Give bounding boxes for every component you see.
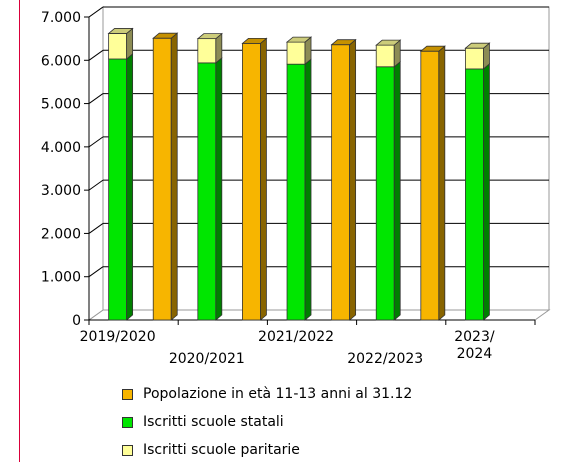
bar-paritarie-2-front xyxy=(286,41,306,65)
bar-paritarie-0-top xyxy=(107,28,134,34)
x-tick-label: 2022/2023 xyxy=(347,351,423,367)
y-tick-label: 4.000 xyxy=(41,140,81,156)
bar-paritarie-1-top xyxy=(196,33,223,40)
grid-line-diag xyxy=(88,266,104,278)
legend-swatch-popolazione xyxy=(122,388,133,400)
bar-popolazione-0-front xyxy=(152,37,172,321)
legend-label-statali: Iscritti scuole statali xyxy=(143,414,284,430)
y-tick-label: 3.000 xyxy=(41,183,81,199)
bar-statali-3-side xyxy=(393,60,401,321)
bar-paritarie-4-top xyxy=(464,42,491,49)
legend-item-statali: Iscritti scuole statali xyxy=(122,408,412,436)
bar-paritarie-3-top xyxy=(375,39,402,46)
legend-swatch-statali xyxy=(122,416,133,428)
legend-item-paritarie: Iscritti scuole paritarie xyxy=(122,436,412,464)
bar-paritarie-4-front xyxy=(465,47,484,70)
bar-popolazione-3-side xyxy=(438,45,446,321)
grid-line-diag xyxy=(88,93,104,104)
y-tick-label: 2.000 xyxy=(41,226,81,242)
legend-label-paritarie: Iscritti scuole paritarie xyxy=(143,442,300,458)
y-tick-label: 5.000 xyxy=(41,97,81,113)
bar-popolazione-1-front xyxy=(242,43,261,321)
grid-line-diag xyxy=(88,223,104,234)
legend-swatch-paritarie xyxy=(122,444,133,456)
x-tick-label: 2021/2022 xyxy=(258,329,334,345)
bar-statali-4-front xyxy=(465,68,484,321)
left-divider xyxy=(19,0,20,462)
y-tick-label: 1.000 xyxy=(41,270,81,286)
bar-statali-2-side xyxy=(304,58,312,321)
x-tick-label: 2020/2021 xyxy=(169,351,245,367)
bar-statali-3-front xyxy=(375,66,395,321)
legend-item-popolazione: Popolazione in età 11-13 anni al 31.12 xyxy=(122,380,412,408)
grid-line-diag xyxy=(88,179,104,191)
bar-statali-2-front xyxy=(286,63,306,321)
legend: Popolazione in età 11-13 anni al 31.12 I… xyxy=(122,380,412,464)
bar-popolazione-3-top xyxy=(419,45,446,52)
grid-line-diag xyxy=(88,136,104,148)
bar-statali-4-side xyxy=(483,63,490,321)
bar-paritarie-1-front xyxy=(197,38,217,64)
bar-popolazione-2-side xyxy=(349,38,357,321)
bar-popolazione-1-top xyxy=(241,38,268,44)
bar-popolazione-2-top xyxy=(330,39,357,46)
bar-popolazione-0-top xyxy=(152,32,179,39)
bar-paritarie-2-top xyxy=(285,36,313,43)
x-tick-label: 2019/2020 xyxy=(80,329,156,345)
x-tick-label: 2023/ xyxy=(454,329,495,345)
grid-line-diag xyxy=(88,49,104,61)
plot-left-wall xyxy=(88,6,104,321)
bar-statali-0-side xyxy=(126,53,134,321)
bar-paritarie-0-front xyxy=(108,33,128,60)
bar-popolazione-1-side xyxy=(260,37,267,321)
bar-popolazione-3-front xyxy=(420,50,440,321)
y-tick-label: 6.000 xyxy=(41,53,81,69)
bar-statali-0-front xyxy=(108,58,128,321)
bar-popolazione-2-front xyxy=(331,44,351,321)
bar-statali-1-front xyxy=(197,62,217,321)
grid-line-diag xyxy=(88,6,104,18)
bar-statali-1-side xyxy=(215,57,223,321)
x-tick-label: 2024 xyxy=(457,346,493,362)
legend-label-popolazione: Popolazione in età 11-13 anni al 31.12 xyxy=(143,386,413,402)
y-tick-label: 7.000 xyxy=(41,10,81,26)
y-tick-label: 0 xyxy=(72,313,81,329)
bar-paritarie-3-front xyxy=(375,44,395,68)
bar-popolazione-0-side xyxy=(170,32,178,321)
